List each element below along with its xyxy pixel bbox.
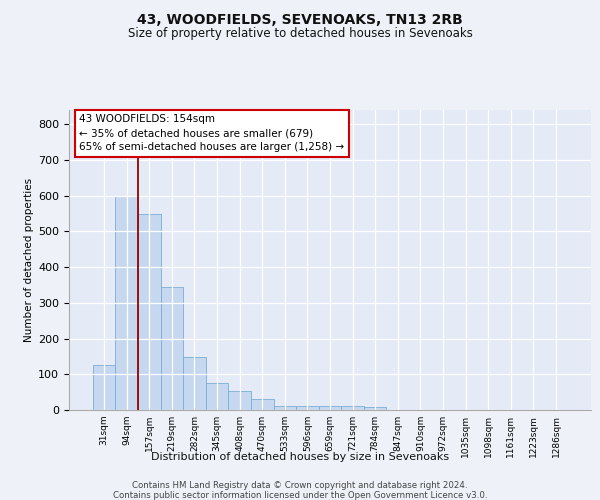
Text: Contains public sector information licensed under the Open Government Licence v3: Contains public sector information licen… — [113, 491, 487, 500]
Text: Distribution of detached houses by size in Sevenoaks: Distribution of detached houses by size … — [151, 452, 449, 462]
Bar — [183, 357, 206, 410]
Bar — [364, 407, 386, 410]
Bar — [341, 406, 364, 410]
Text: 43 WOODFIELDS: 154sqm
← 35% of detached houses are smaller (679)
65% of semi-det: 43 WOODFIELDS: 154sqm ← 35% of detached … — [79, 114, 344, 152]
Bar — [319, 406, 341, 410]
Y-axis label: Number of detached properties: Number of detached properties — [24, 178, 34, 342]
Bar — [115, 196, 138, 410]
Bar — [274, 406, 296, 410]
Bar — [138, 214, 161, 410]
Bar — [206, 383, 229, 410]
Text: Contains HM Land Registry data © Crown copyright and database right 2024.: Contains HM Land Registry data © Crown c… — [132, 481, 468, 490]
Bar — [229, 391, 251, 410]
Bar — [93, 366, 115, 410]
Text: 43, WOODFIELDS, SEVENOAKS, TN13 2RB: 43, WOODFIELDS, SEVENOAKS, TN13 2RB — [137, 12, 463, 26]
Text: Size of property relative to detached houses in Sevenoaks: Size of property relative to detached ho… — [128, 28, 472, 40]
Bar — [161, 287, 183, 410]
Bar — [296, 406, 319, 410]
Bar — [251, 400, 274, 410]
